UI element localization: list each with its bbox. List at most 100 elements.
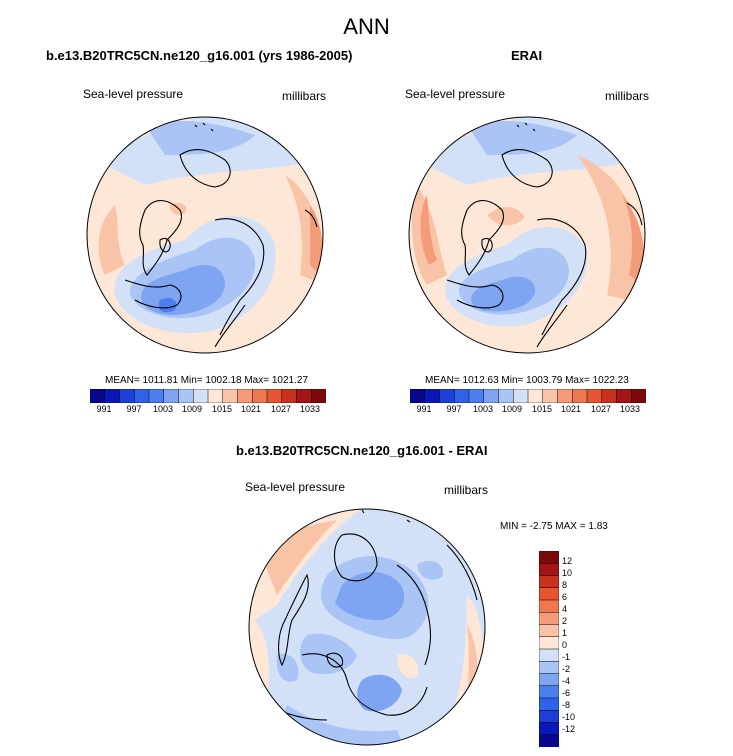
diff-tick-0: 0 <box>562 640 568 650</box>
obs-colorbar-box-14 <box>616 389 632 403</box>
obs-polar-map <box>408 116 646 354</box>
diff-colorbar-box-4 <box>539 599 559 613</box>
obs-tick-1027: 1027 <box>590 404 612 414</box>
diff-colorbar-box-2 <box>539 575 559 589</box>
obs-colorbar-box-11 <box>572 389 588 403</box>
model-colorbar-box-10 <box>237 389 253 403</box>
diff-variable-label: Sea-level pressure <box>245 480 346 494</box>
diff-tick-neg8: -8 <box>562 700 571 710</box>
diff-colorbar-box-9 <box>539 661 559 675</box>
model-stats: MEAN= 1011.81 Min= 1002.18 Max= 1021.27 <box>105 375 309 386</box>
diff-tick-neg2: -2 <box>562 664 571 674</box>
obs-colorbar-box-3 <box>454 389 470 403</box>
model-colorbar-box-3 <box>134 389 150 403</box>
obs-stats: MEAN= 1012.63 Min= 1003.79 Max= 1022.23 <box>425 375 629 386</box>
model-colorbar-box-0 <box>90 389 106 403</box>
model-tick-1009: 1009 <box>181 404 203 414</box>
obs-colorbar-box-15 <box>631 389 646 403</box>
model-tick-1003: 1003 <box>152 404 174 414</box>
diff-colorbar-box-5 <box>539 612 559 626</box>
diff-tick-2: 2 <box>562 616 568 626</box>
obs-colorbar-box-12 <box>586 389 603 403</box>
model-panel-title: b.e13.B20TRC5CN.ne120_g16.001 (yrs 1986-… <box>46 48 353 63</box>
diff-colorbar-box-3 <box>539 587 559 601</box>
obs-colorbar-box-0 <box>410 389 426 403</box>
diff-tick-neg12: -12 <box>562 724 576 734</box>
diff-tick-neg4: -4 <box>562 676 571 686</box>
obs-colorbar-box-6 <box>498 389 514 403</box>
model-colorbar-box-13 <box>281 389 298 403</box>
diff-colorbar-box-11 <box>539 685 559 699</box>
model-colorbar-ticks: 991 997 1003 1009 1015 1021 1027 1033 <box>0 404 733 418</box>
model-colorbar-box-11 <box>252 389 268 403</box>
obs-variable-label: Sea-level pressure <box>405 87 506 101</box>
diff-stats: MIN = -2.75 MAX = 1.83 <box>500 521 608 532</box>
diff-tick-neg6: -6 <box>562 688 571 698</box>
diff-colorbar-box-10 <box>539 673 559 687</box>
obs-colorbar-box-1 <box>424 389 441 403</box>
diff-tick-neg10: -10 <box>562 712 576 722</box>
model-tick-997: 997 <box>126 404 142 414</box>
model-colorbar-box-8 <box>207 389 224 403</box>
diff-panel-title: b.e13.B20TRC5CN.ne120_g16.001 - ERAI <box>236 443 488 458</box>
obs-colorbar-box-8 <box>527 389 544 403</box>
obs-tick-997: 997 <box>446 404 462 414</box>
model-tick-991: 991 <box>96 404 112 414</box>
model-tick-1027: 1027 <box>270 404 292 414</box>
obs-tick-1009: 1009 <box>501 404 523 414</box>
diff-tick-6: 6 <box>562 592 568 602</box>
diff-tick-neg1: -1 <box>562 652 571 662</box>
model-colorbar-box-1 <box>104 389 121 403</box>
model-colorbar-box-5 <box>163 389 180 403</box>
diff-colorbar-ticks: 12 10 8 6 4 2 1 0 -1 -2 -4 -6 -8 -10 -12 <box>562 556 602 746</box>
obs-tick-991: 991 <box>416 404 432 414</box>
model-colorbar-box-9 <box>222 389 239 403</box>
model-colorbar-box-14 <box>296 389 312 403</box>
diff-tick-12: 12 <box>562 556 573 566</box>
diff-units-label: millibars <box>444 483 489 497</box>
model-tick-1033: 1033 <box>299 404 321 414</box>
diff-colorbar-box-6 <box>539 624 559 638</box>
obs-panel-title: ERAI <box>511 48 543 63</box>
obs-colorbar-box-9 <box>542 389 559 403</box>
obs-colorbar-box-2 <box>439 389 455 403</box>
diff-tick-1: 1 <box>562 628 568 638</box>
obs-colorbar-box-13 <box>601 389 618 403</box>
diff-tick-8: 8 <box>562 580 568 590</box>
model-colorbar-box-12 <box>266 389 283 403</box>
model-colorbar-box-4 <box>148 389 165 403</box>
diff-colorbar-box-0 <box>539 551 559 564</box>
obs-colorbar-ticks: 991 997 1003 1009 1015 1021 1027 1033 <box>0 404 733 418</box>
obs-tick-1033: 1033 <box>619 404 641 414</box>
diff-colorbar-box-8 <box>539 648 559 662</box>
model-colorbar-box-2 <box>119 389 135 403</box>
model-colorbar-box-7 <box>193 389 209 403</box>
diff-colorbar-box-1 <box>539 563 559 577</box>
obs-colorbar-box-5 <box>483 389 500 403</box>
diff-colorbar-box-15 <box>539 734 559 747</box>
model-units-label: millibars <box>282 89 327 103</box>
diff-colorbar-box-13 <box>539 710 559 724</box>
model-polar-map <box>86 116 324 354</box>
diff-polar-map <box>248 508 486 746</box>
model-colorbar <box>90 389 326 403</box>
model-tick-1015: 1015 <box>211 404 233 414</box>
model-tick-1021: 1021 <box>240 404 262 414</box>
obs-colorbar-box-10 <box>557 389 573 403</box>
diff-colorbar <box>539 551 559 747</box>
model-colorbar-box-6 <box>178 389 194 403</box>
figure-title: ANN <box>343 14 390 39</box>
model-colorbar-box-15 <box>311 389 326 403</box>
diff-colorbar-box-12 <box>539 697 559 711</box>
obs-units-label: millibars <box>605 89 650 103</box>
obs-colorbar <box>410 389 646 403</box>
diff-tick-4: 4 <box>562 604 568 614</box>
obs-tick-1003: 1003 <box>472 404 494 414</box>
obs-tick-1021: 1021 <box>560 404 582 414</box>
diff-tick-10: 10 <box>562 568 573 578</box>
obs-tick-1015: 1015 <box>531 404 553 414</box>
model-variable-label: Sea-level pressure <box>83 87 184 101</box>
diff-colorbar-box-14 <box>539 722 559 736</box>
obs-colorbar-box-4 <box>468 389 485 403</box>
obs-colorbar-box-7 <box>513 389 529 403</box>
